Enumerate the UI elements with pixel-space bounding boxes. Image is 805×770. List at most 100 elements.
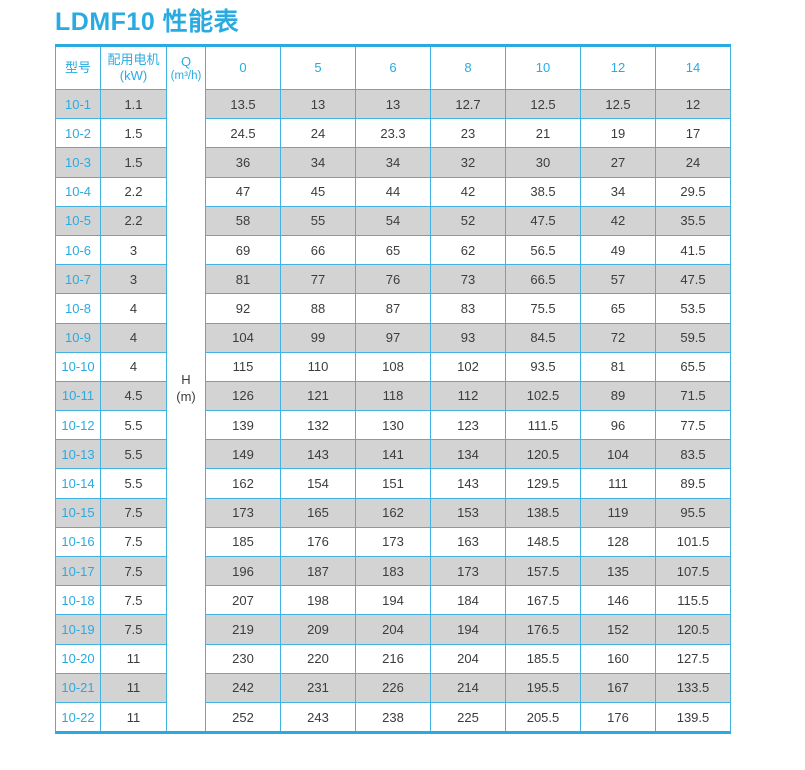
head-value-cell: 19 [580, 118, 656, 149]
head-value-cell: 97 [355, 322, 431, 353]
head-value-cell: 35.5 [655, 205, 731, 236]
table-row-10-16: 10-16 7.5 185 176 173 163 148.5 128 101.5 [55, 526, 731, 558]
table-row-10-18: 10-18 7.5 207 198 194 184 167.5 146 115.5 [55, 585, 731, 616]
header-cell-flow-14: 14 [655, 45, 731, 90]
page-title: LDMF10 性能表 [55, 8, 240, 36]
head-value-cell: 163 [430, 526, 506, 558]
model-cell: 10-5 [55, 205, 101, 236]
head-value-cell: 127.5 [655, 643, 731, 674]
head-value-cell: 173 [430, 555, 506, 587]
head-value-cell: 118 [355, 380, 431, 412]
head-value-cell: 167 [580, 672, 656, 703]
head-value-cell: 29.5 [655, 176, 731, 207]
motor-kw-cell: 4 [100, 293, 167, 324]
head-value-cell: 148.5 [505, 526, 581, 558]
table-row-10-20: 10-20 11 230 220 216 204 185.5 160 127.5 [55, 643, 731, 674]
model-cell: 10-8 [55, 293, 101, 324]
head-value-cell: 65.5 [655, 351, 731, 382]
head-value-cell: 101.5 [655, 526, 731, 558]
table-row-10-6: 10-6 3 69 66 65 62 56.5 49 41.5 [55, 234, 731, 266]
head-value-cell: 72 [580, 322, 656, 353]
header-motor-line1: 配用电机 [107, 51, 160, 67]
head-value-cell: 24 [280, 118, 356, 149]
table-row-10-10: 10-10 4 115 110 108 102 93.5 81 65.5 [55, 351, 731, 382]
head-value-cell: 204 [355, 614, 431, 645]
head-value-cell: 154 [280, 468, 356, 499]
head-value-cell: 30 [505, 147, 581, 178]
motor-kw-cell: 7.5 [100, 497, 167, 528]
table-row-10-5: 10-5 2.2 58 55 54 52 47.5 42 35.5 [55, 205, 731, 236]
table-row-10-9: 10-9 4 104 99 97 93 84.5 72 59.5 [55, 322, 731, 353]
head-value-cell: 49 [580, 234, 656, 266]
head-value-cell: 93 [430, 322, 506, 353]
head-value-cell: 135 [580, 555, 656, 587]
header-cell-flow-5: 5 [280, 45, 356, 90]
head-value-cell: 89.5 [655, 468, 731, 499]
header-cell-model: 型号 [55, 45, 101, 90]
head-value-cell: 93.5 [505, 351, 581, 382]
motor-kw-cell: 4 [100, 351, 167, 382]
head-value-cell: 194 [430, 614, 506, 645]
head-value-cell: 81 [205, 264, 281, 295]
head-value-cell: 21 [505, 118, 581, 149]
head-value-cell: 12.5 [505, 88, 581, 120]
model-cell: 10-4 [55, 176, 101, 207]
head-value-cell: 58 [205, 205, 281, 236]
table-row-10-1: 10-1 1.1 13.5 13 13 12.7 12.5 12.5 12 [55, 88, 731, 120]
head-value-cell: 83 [430, 293, 506, 324]
model-cell: 10-14 [55, 468, 101, 499]
head-value-cell: 176 [580, 701, 656, 734]
head-value-cell: 17 [655, 118, 731, 149]
header-cell-flow-12: 12 [580, 45, 656, 90]
head-value-cell: 36 [205, 147, 281, 178]
head-value-cell: 141 [355, 439, 431, 470]
head-value-cell: 47.5 [505, 205, 581, 236]
head-value-cell: 126 [205, 380, 281, 412]
head-value-cell: 95.5 [655, 497, 731, 528]
head-value-cell: 187 [280, 555, 356, 587]
head-value-cell: 66 [280, 234, 356, 266]
table-row-10-12: 10-12 5.5 139 132 130 123 111.5 96 77.5 [55, 410, 731, 441]
head-value-cell: 12.5 [580, 88, 656, 120]
head-value-cell: 56.5 [505, 234, 581, 266]
motor-kw-cell: 11 [100, 701, 167, 734]
head-value-cell: 110 [280, 351, 356, 382]
head-value-cell: 242 [205, 672, 281, 703]
head-value-cell: 62 [430, 234, 506, 266]
head-value-cell: 252 [205, 701, 281, 734]
h-axis-label: H (m) [168, 372, 205, 406]
head-value-cell: 104 [205, 322, 281, 353]
head-value-cell: 92 [205, 293, 281, 324]
head-value-cell: 13.5 [205, 88, 281, 120]
head-value-cell: 88 [280, 293, 356, 324]
model-cell: 10-2 [55, 118, 101, 149]
head-value-cell: 231 [280, 672, 356, 703]
header-motor-line2: (kW) [119, 68, 148, 83]
model-cell: 10-9 [55, 322, 101, 353]
head-value-cell: 204 [430, 643, 506, 674]
motor-kw-cell: 5.5 [100, 468, 167, 499]
head-value-cell: 96 [580, 410, 656, 441]
head-value-cell: 123 [430, 410, 506, 441]
head-value-cell: 73 [430, 264, 506, 295]
head-value-cell: 57 [580, 264, 656, 295]
motor-kw-cell: 5.5 [100, 410, 167, 441]
head-value-cell: 130 [355, 410, 431, 441]
head-value-cell: 47.5 [655, 264, 731, 295]
head-value-cell: 152 [580, 614, 656, 645]
head-value-cell: 107.5 [655, 555, 731, 587]
model-cell: 10-20 [55, 643, 101, 674]
head-value-cell: 44 [355, 176, 431, 207]
head-value-cell: 55 [280, 205, 356, 236]
head-value-cell: 102.5 [505, 380, 581, 412]
header-cell-motor: 配用电机 (kW) [100, 45, 167, 90]
head-value-cell: 185 [205, 526, 281, 558]
motor-kw-cell: 5.5 [100, 439, 167, 470]
head-value-cell: 77.5 [655, 410, 731, 441]
head-value-cell: 143 [280, 439, 356, 470]
head-value-cell: 75.5 [505, 293, 581, 324]
head-value-cell: 238 [355, 701, 431, 734]
q-label: Q [180, 54, 192, 70]
head-value-cell: 151 [355, 468, 431, 499]
head-value-cell: 157.5 [505, 555, 581, 587]
